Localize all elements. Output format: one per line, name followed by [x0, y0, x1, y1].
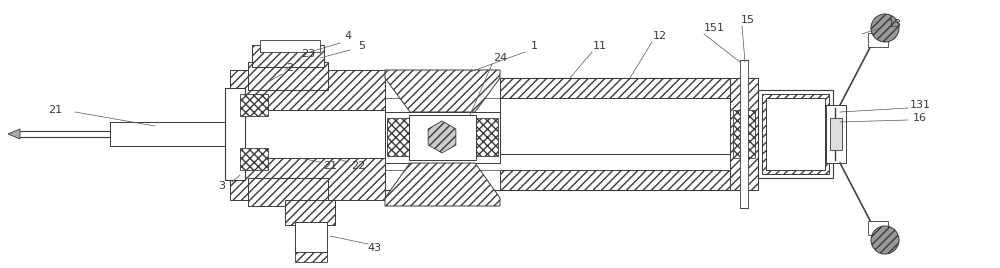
Text: 11: 11	[593, 41, 607, 51]
Bar	[230, 70, 385, 110]
Bar	[387, 118, 409, 156]
Bar	[868, 221, 888, 235]
Text: 151: 151	[704, 23, 724, 33]
Bar	[110, 122, 230, 146]
Text: 23: 23	[301, 49, 315, 59]
Bar	[260, 40, 320, 52]
Text: 4: 4	[344, 31, 352, 41]
Bar	[248, 62, 328, 90]
Bar	[830, 118, 842, 150]
Bar	[766, 98, 825, 170]
Bar	[248, 178, 328, 206]
Text: 21: 21	[323, 161, 337, 171]
Bar	[225, 88, 245, 180]
Text: 12: 12	[653, 31, 667, 41]
Bar	[500, 98, 730, 154]
Polygon shape	[8, 129, 20, 139]
Text: 16: 16	[913, 113, 927, 123]
Circle shape	[871, 14, 899, 42]
Bar	[730, 78, 758, 190]
Bar	[868, 33, 888, 47]
Polygon shape	[385, 163, 500, 206]
Text: 5: 5	[358, 41, 366, 51]
Text: 15: 15	[741, 15, 755, 25]
Text: 3: 3	[218, 181, 226, 191]
Bar	[826, 105, 846, 163]
Text: 24: 24	[493, 53, 507, 63]
Circle shape	[871, 226, 899, 254]
Bar	[758, 90, 833, 178]
Bar	[762, 94, 829, 174]
Polygon shape	[428, 121, 456, 153]
Bar	[230, 158, 385, 200]
Text: 21: 21	[48, 105, 62, 115]
Text: 13: 13	[888, 19, 902, 29]
Bar	[285, 200, 335, 225]
Bar	[240, 94, 268, 116]
Text: 43: 43	[368, 243, 382, 253]
Bar	[240, 148, 268, 170]
Bar	[500, 78, 730, 98]
Bar	[295, 222, 327, 252]
Bar	[409, 115, 476, 160]
Text: 22: 22	[351, 161, 365, 171]
Bar	[230, 110, 385, 158]
Bar	[500, 170, 730, 190]
Bar	[295, 248, 327, 262]
Bar	[476, 118, 498, 156]
Bar	[385, 112, 500, 163]
Bar	[252, 45, 324, 67]
Text: 2: 2	[286, 63, 294, 73]
Text: 131: 131	[910, 100, 930, 110]
Bar	[740, 60, 748, 208]
Text: 1: 1	[530, 41, 538, 51]
Bar	[733, 110, 755, 158]
Polygon shape	[385, 70, 500, 112]
